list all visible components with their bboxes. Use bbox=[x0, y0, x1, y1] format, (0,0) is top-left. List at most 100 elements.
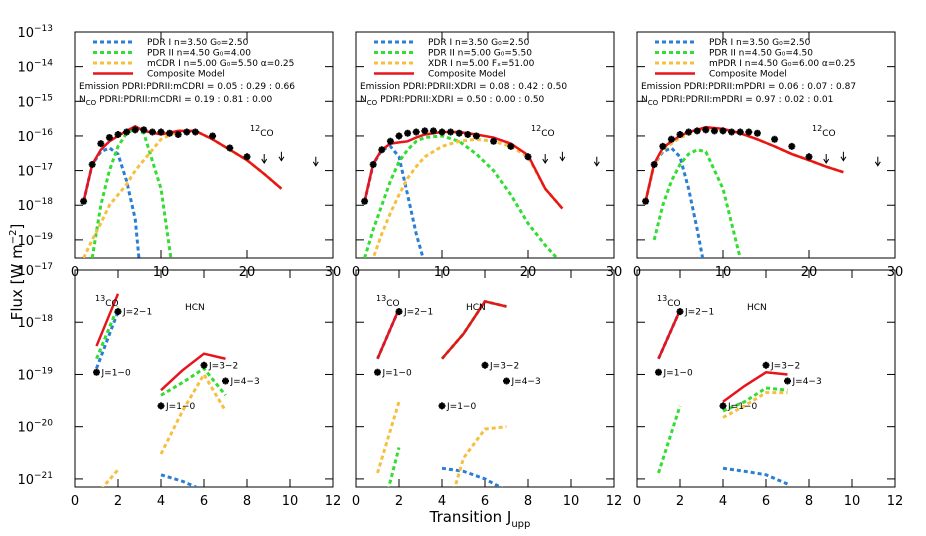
observed-point bbox=[105, 134, 113, 142]
model-line bbox=[82, 124, 283, 202]
observed-point bbox=[481, 361, 489, 369]
observed-point bbox=[771, 135, 779, 143]
y-tick-exp: −14 bbox=[34, 59, 53, 69]
y-tick-base: 10 bbox=[17, 130, 34, 145]
species-name: HCN bbox=[185, 303, 205, 313]
y-tick-base: 10 bbox=[17, 95, 34, 110]
y-tick-exp: −21 bbox=[34, 471, 53, 481]
observed-point bbox=[464, 131, 472, 139]
y-tick-label: 10−14 bbox=[17, 59, 53, 76]
model-line bbox=[657, 309, 789, 486]
model-line bbox=[722, 391, 788, 419]
y-tick-label: 10−16 bbox=[17, 128, 53, 145]
plot-area bbox=[655, 308, 791, 486]
legend-label: PDR I n=3.50 G₀=2.50 bbox=[709, 38, 811, 48]
x-tick-label: 4 bbox=[438, 494, 446, 509]
plot-area bbox=[93, 293, 229, 487]
column-label-sub: CO bbox=[86, 99, 97, 107]
legend-label: PDR II n=4.50 G₀=4.00 bbox=[147, 49, 251, 59]
upper-limit bbox=[312, 156, 319, 167]
point-label: J=4−3 bbox=[792, 377, 822, 387]
observed-point bbox=[157, 402, 165, 410]
upper-limit bbox=[278, 151, 285, 162]
x-tick-label: 12 bbox=[325, 494, 342, 509]
observed-point bbox=[114, 131, 122, 139]
observed-point bbox=[421, 127, 429, 135]
model-line bbox=[652, 148, 742, 258]
y-tick-base: 10 bbox=[17, 368, 34, 383]
plot-frame bbox=[355, 269, 615, 488]
observed-point bbox=[438, 402, 446, 410]
plot-frame bbox=[636, 31, 896, 259]
y-tick-label: 10−18 bbox=[17, 197, 53, 214]
observed-point bbox=[114, 308, 122, 316]
species-label: HCN bbox=[747, 303, 767, 313]
observed-point bbox=[503, 377, 510, 385]
legend-label: PDR II n=5.00 G₀=5.50 bbox=[428, 49, 532, 59]
species-name: CO bbox=[386, 299, 399, 309]
x-tick-label: 12 bbox=[887, 494, 904, 509]
species-sup: 12 bbox=[250, 124, 260, 133]
model-line bbox=[363, 144, 425, 258]
panel: 0 2 4 6 8 10 12 J=1−0 J=2−1 J=1−0 J=3−2 J=4−3 13CO HC… bbox=[633, 269, 904, 509]
plot-area bbox=[374, 299, 510, 487]
legend-label: XDR I n=5.00 Fₓ=51.00 bbox=[428, 59, 535, 69]
observed-point bbox=[174, 131, 182, 139]
observed-point bbox=[97, 140, 105, 148]
observed-point bbox=[762, 361, 770, 369]
species-sup: 13 bbox=[95, 294, 105, 303]
observed-point bbox=[131, 126, 139, 134]
y-tick-label: 10−15 bbox=[17, 93, 53, 110]
x-tick-label: 0 bbox=[71, 494, 79, 509]
y-tick-label: 10−19 bbox=[17, 366, 53, 383]
legend-label: mCDR I n=5.00 G₀=5.50 α=0.25 bbox=[147, 59, 294, 69]
model-line bbox=[376, 308, 504, 487]
plot-frame bbox=[355, 31, 615, 259]
legend-label: PDR II n=4.50 G₀=4.50 bbox=[709, 49, 813, 59]
upper-limit bbox=[840, 151, 847, 162]
observed-point bbox=[378, 146, 386, 154]
y-axis-title-end: ] bbox=[8, 224, 26, 230]
x-tick-label: 0 bbox=[633, 494, 641, 509]
upper-limit bbox=[542, 154, 549, 165]
point-label: J=1−0 bbox=[382, 368, 412, 378]
column-label: N bbox=[79, 95, 86, 105]
model-line bbox=[657, 309, 788, 403]
observed-point bbox=[685, 128, 693, 136]
observed-point bbox=[395, 308, 403, 316]
observed-point bbox=[805, 153, 813, 161]
point-label: J=3−2 bbox=[489, 361, 519, 371]
legend-label: Composite Model bbox=[428, 70, 506, 80]
x-tick-label: 4 bbox=[719, 494, 727, 509]
observed-point bbox=[222, 377, 229, 385]
observed-point bbox=[667, 135, 675, 143]
observed-point bbox=[676, 131, 684, 139]
observed-point bbox=[226, 144, 234, 152]
y-tick-base: 10 bbox=[17, 421, 34, 436]
y-tick-base: 10 bbox=[17, 316, 34, 331]
species-name: CO bbox=[105, 299, 118, 309]
species-name: HCN bbox=[747, 303, 767, 313]
y-tick-exp: −13 bbox=[34, 24, 53, 34]
upper-limit bbox=[559, 151, 566, 162]
y-tick-label: 10−20 bbox=[17, 419, 53, 436]
species-name: CO bbox=[822, 129, 835, 139]
y-tick-exp: −17 bbox=[34, 163, 53, 173]
model-line bbox=[376, 300, 507, 360]
emission-ratio: Emission PDRI:PDRII:XDRI = 0.08 : 0.42 :… bbox=[360, 82, 567, 92]
y-tick-base: 10 bbox=[17, 165, 34, 180]
observed-point bbox=[369, 160, 377, 168]
point-label: J=4−3 bbox=[230, 377, 260, 387]
y-tick-label: 10−21 bbox=[17, 471, 53, 488]
observed-point bbox=[784, 377, 791, 385]
legend-label: PDR I n=3.50 G₀=2.50 bbox=[428, 38, 530, 48]
observed-point bbox=[455, 129, 463, 137]
column-label-sub: CO bbox=[648, 99, 659, 107]
column-label: N bbox=[360, 95, 367, 105]
panel: 0 10 20 3010−1310−1410−1510−1610−1710−1810−… bbox=[17, 24, 341, 280]
species-name: HCN bbox=[466, 303, 486, 313]
species-sup: 12 bbox=[531, 124, 541, 133]
y-tick-exp: −19 bbox=[34, 232, 53, 242]
